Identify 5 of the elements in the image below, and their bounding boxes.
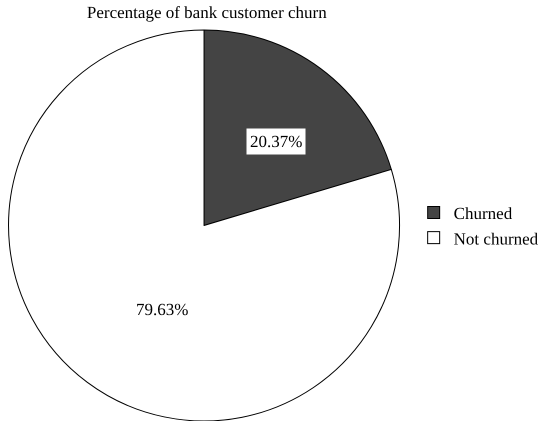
chart-title: Percentage of bank customer churn xyxy=(86,3,328,22)
legend-label: Churned xyxy=(454,204,513,224)
legend-label: Not churned xyxy=(454,229,539,248)
data-label: 79.63% xyxy=(136,300,188,319)
data-label: 20.37% xyxy=(250,132,302,151)
